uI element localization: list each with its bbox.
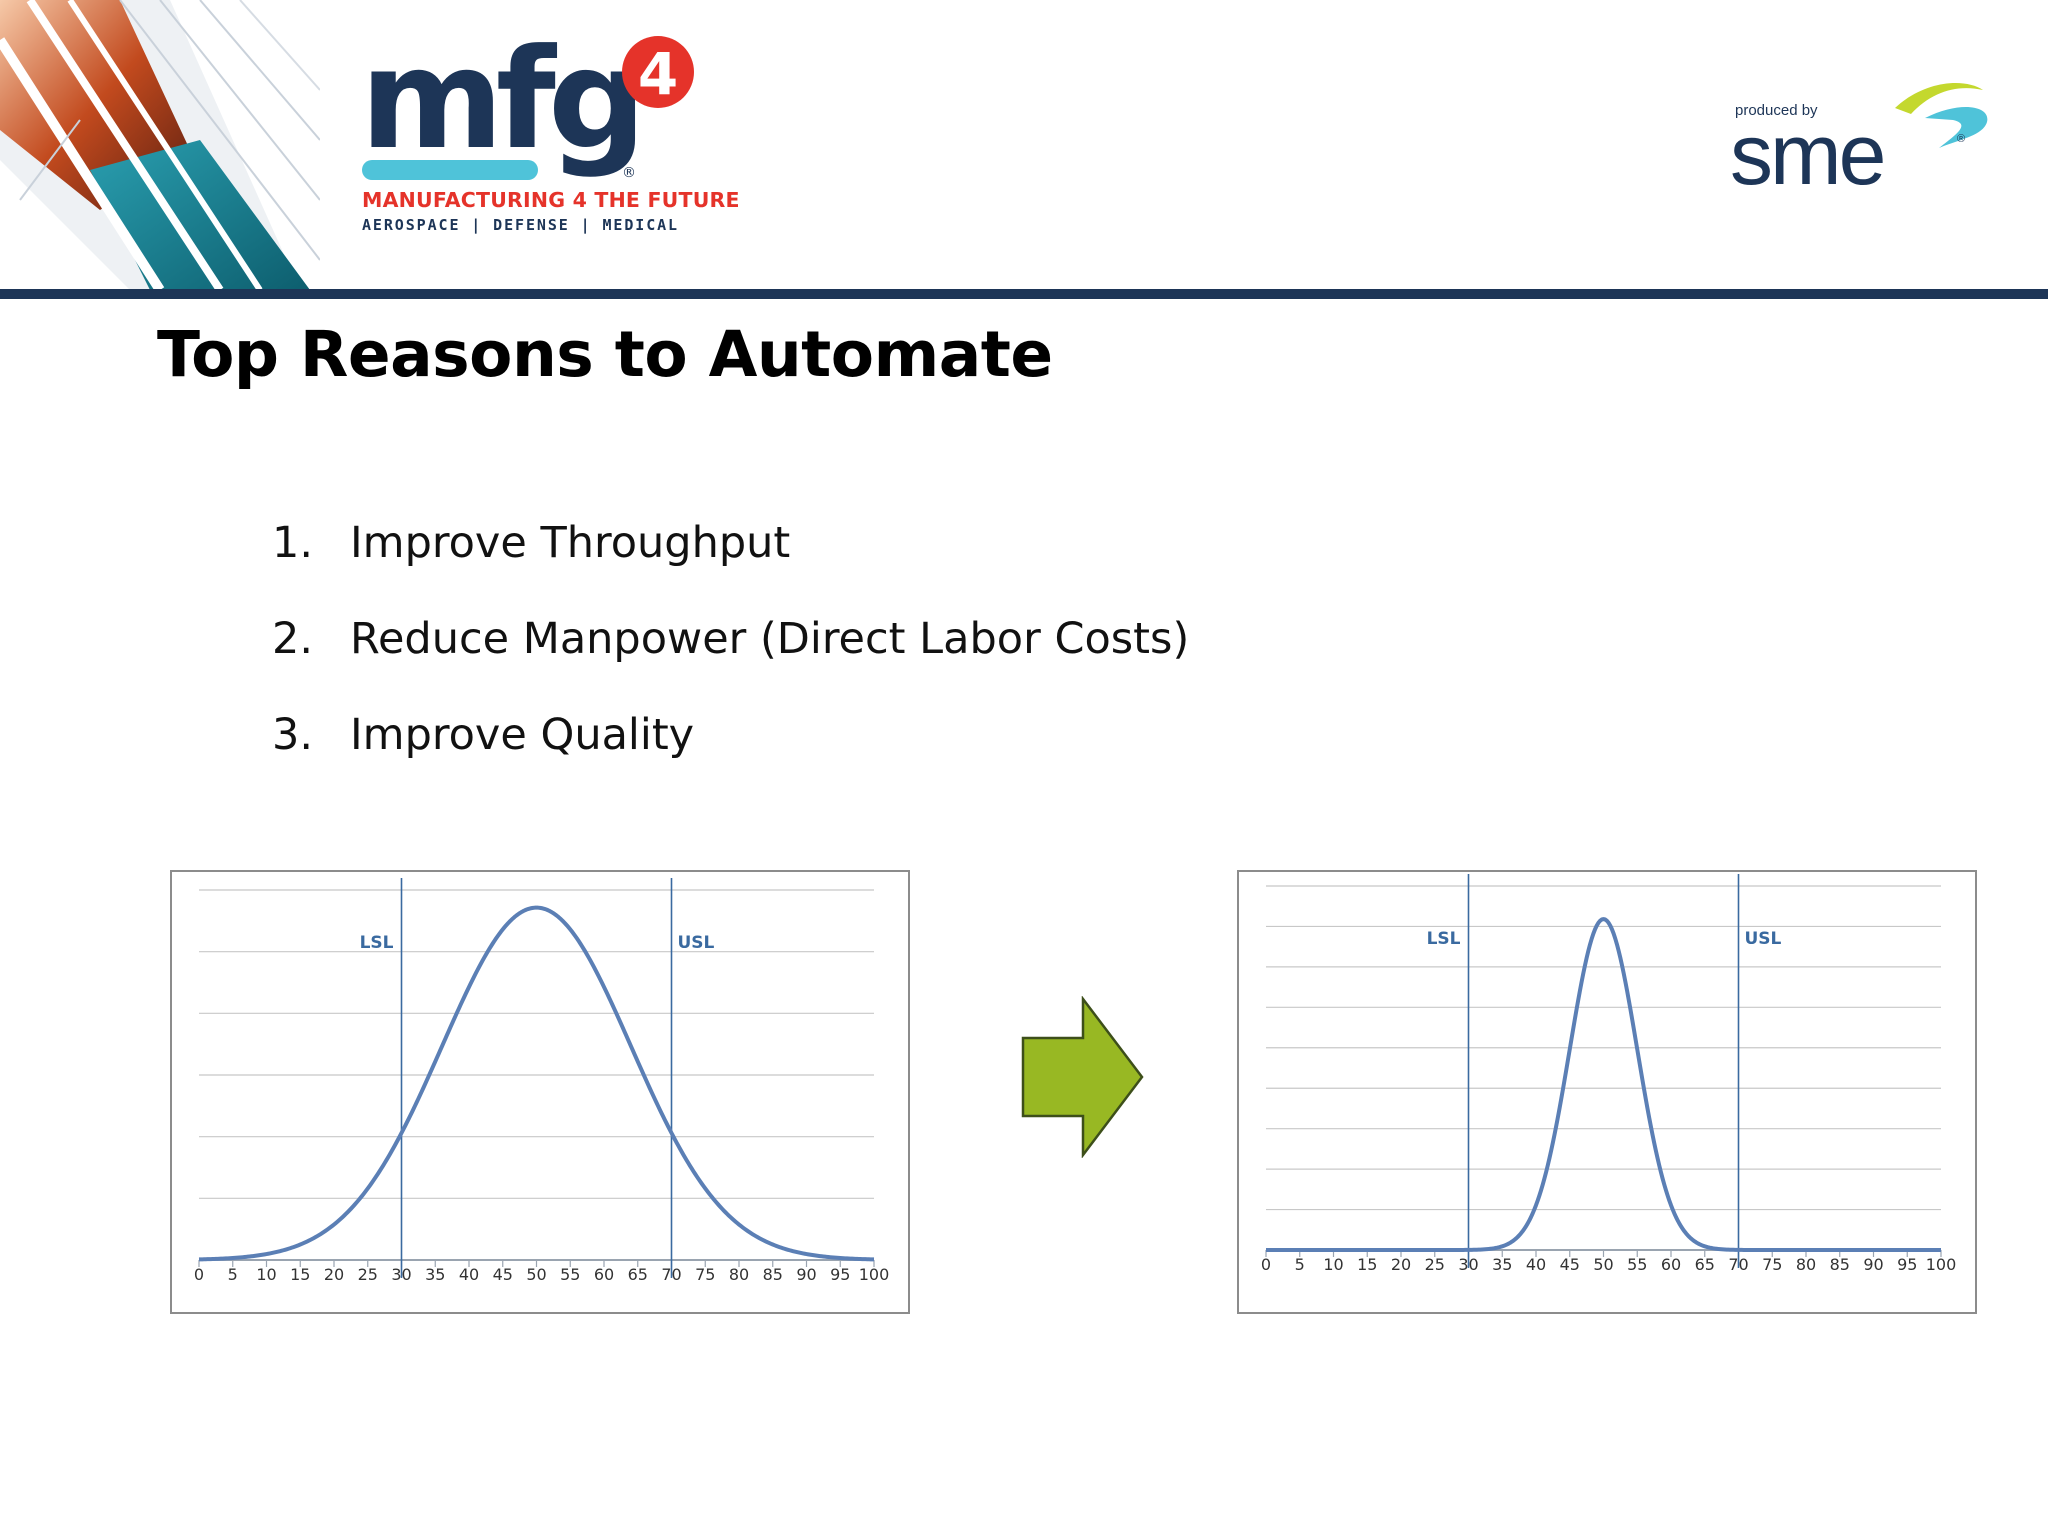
x-tick-label: 45 bbox=[1560, 1255, 1580, 1274]
x-tick-label: 55 bbox=[560, 1265, 580, 1284]
x-tick-label: 0 bbox=[194, 1265, 204, 1284]
x-tick-label: 55 bbox=[1627, 1255, 1647, 1274]
reason-number: 3. bbox=[272, 710, 314, 760]
x-tick-label: 80 bbox=[1796, 1255, 1816, 1274]
x-tick-label: 20 bbox=[324, 1265, 344, 1284]
sme-wordmark: sme ® bbox=[1730, 83, 1988, 198]
svg-text:®: ® bbox=[1957, 133, 1965, 145]
svg-text:4: 4 bbox=[638, 40, 678, 108]
x-tick-label: 40 bbox=[1526, 1255, 1546, 1274]
reason-text: Improve Quality bbox=[350, 710, 695, 760]
x-tick-label: 60 bbox=[594, 1265, 614, 1284]
x-tick-label: 75 bbox=[1762, 1255, 1782, 1274]
corner-decoration bbox=[0, 0, 320, 290]
x-tick-label: 95 bbox=[1897, 1255, 1917, 1274]
narrow-distribution-chart: 0 5 10 15 20 25 30 35 40 45 50 55 60 65 70 75 80 85 90 95 10… bbox=[1237, 870, 1977, 1314]
produced-by-label: produced by bbox=[1735, 102, 1818, 119]
producer-logo: sme ® produced by bbox=[1725, 78, 1995, 198]
distribution-curve bbox=[198, 905, 875, 1262]
x-tick-label: 100 bbox=[1926, 1255, 1957, 1274]
mfg-wordmark: mfg 4 ® bbox=[360, 32, 694, 181]
spec-limit-label: LSL bbox=[360, 933, 394, 953]
x-tick-label: 50 bbox=[1593, 1255, 1613, 1274]
x-tick-label: 20 bbox=[1391, 1255, 1411, 1274]
x-tick-label: 90 bbox=[1863, 1255, 1883, 1274]
header-divider bbox=[0, 289, 2048, 299]
spec-limit-label: USL bbox=[678, 933, 715, 953]
chart-svg: 0 5 10 15 20 25 30 35 40 45 50 55 60 65 70 75 80 85 90 95 10… bbox=[194, 878, 890, 1284]
x-tick-label: 50 bbox=[526, 1265, 546, 1284]
event-sectors: AEROSPACE | DEFENSE | MEDICAL bbox=[362, 216, 679, 234]
reason-number: 2. bbox=[272, 614, 314, 664]
x-tick-label: 25 bbox=[1425, 1255, 1445, 1274]
slide-title: Top Reasons to Automate bbox=[157, 318, 1053, 391]
x-tick-label: 10 bbox=[1323, 1255, 1343, 1274]
x-tick-label: 15 bbox=[290, 1265, 310, 1284]
reason-text: Improve Throughput bbox=[350, 518, 791, 568]
event-tagline: MANUFACTURING 4 THE FUTURE bbox=[362, 188, 740, 212]
spec-limit-label: USL bbox=[1745, 929, 1782, 949]
svg-text:sme: sme bbox=[1730, 107, 1884, 198]
x-tick-label: 35 bbox=[425, 1265, 445, 1284]
svg-text:®: ® bbox=[622, 165, 636, 181]
x-tick-label: 5 bbox=[1295, 1255, 1305, 1274]
x-tick-label: 60 bbox=[1661, 1255, 1681, 1274]
event-logo: mfg 4 ® MANUFACTURING 4 THE FUTURE AEROS… bbox=[360, 32, 740, 242]
x-tick-label: 15 bbox=[1357, 1255, 1377, 1274]
spec-limit-label: LSL bbox=[1427, 929, 1461, 949]
x-tick-label: 90 bbox=[796, 1265, 816, 1284]
distribution-curve bbox=[1265, 917, 1942, 1252]
svg-text:mfg: mfg bbox=[360, 32, 639, 180]
x-tick-label: 45 bbox=[493, 1265, 513, 1284]
reason-text: Reduce Manpower (Direct Labor Costs) bbox=[350, 614, 1190, 664]
right-arrow-icon bbox=[1021, 996, 1144, 1158]
x-tick-label: 80 bbox=[729, 1265, 749, 1284]
x-tick-label: 95 bbox=[830, 1265, 850, 1284]
x-tick-label: 0 bbox=[1261, 1255, 1271, 1274]
x-tick-label: 25 bbox=[358, 1265, 378, 1284]
x-tick-label: 5 bbox=[228, 1265, 238, 1284]
chart-svg: 0 5 10 15 20 25 30 35 40 45 50 55 60 65 70 75 80 85 90 95 10… bbox=[1261, 874, 1957, 1274]
x-tick-label: 35 bbox=[1492, 1255, 1512, 1274]
x-tick-label: 40 bbox=[459, 1265, 479, 1284]
x-tick-label: 65 bbox=[1695, 1255, 1715, 1274]
x-tick-label: 85 bbox=[1830, 1255, 1850, 1274]
x-tick-label: 100 bbox=[859, 1265, 890, 1284]
x-tick-label: 65 bbox=[628, 1265, 648, 1284]
reason-number: 1. bbox=[272, 518, 314, 568]
x-tick-label: 85 bbox=[763, 1265, 783, 1284]
x-tick-label: 75 bbox=[695, 1265, 715, 1284]
wide-distribution-chart: 0 5 10 15 20 25 30 35 40 45 50 55 60 65 70 75 80 85 90 95 10… bbox=[170, 870, 910, 1314]
x-tick-label: 10 bbox=[256, 1265, 276, 1284]
